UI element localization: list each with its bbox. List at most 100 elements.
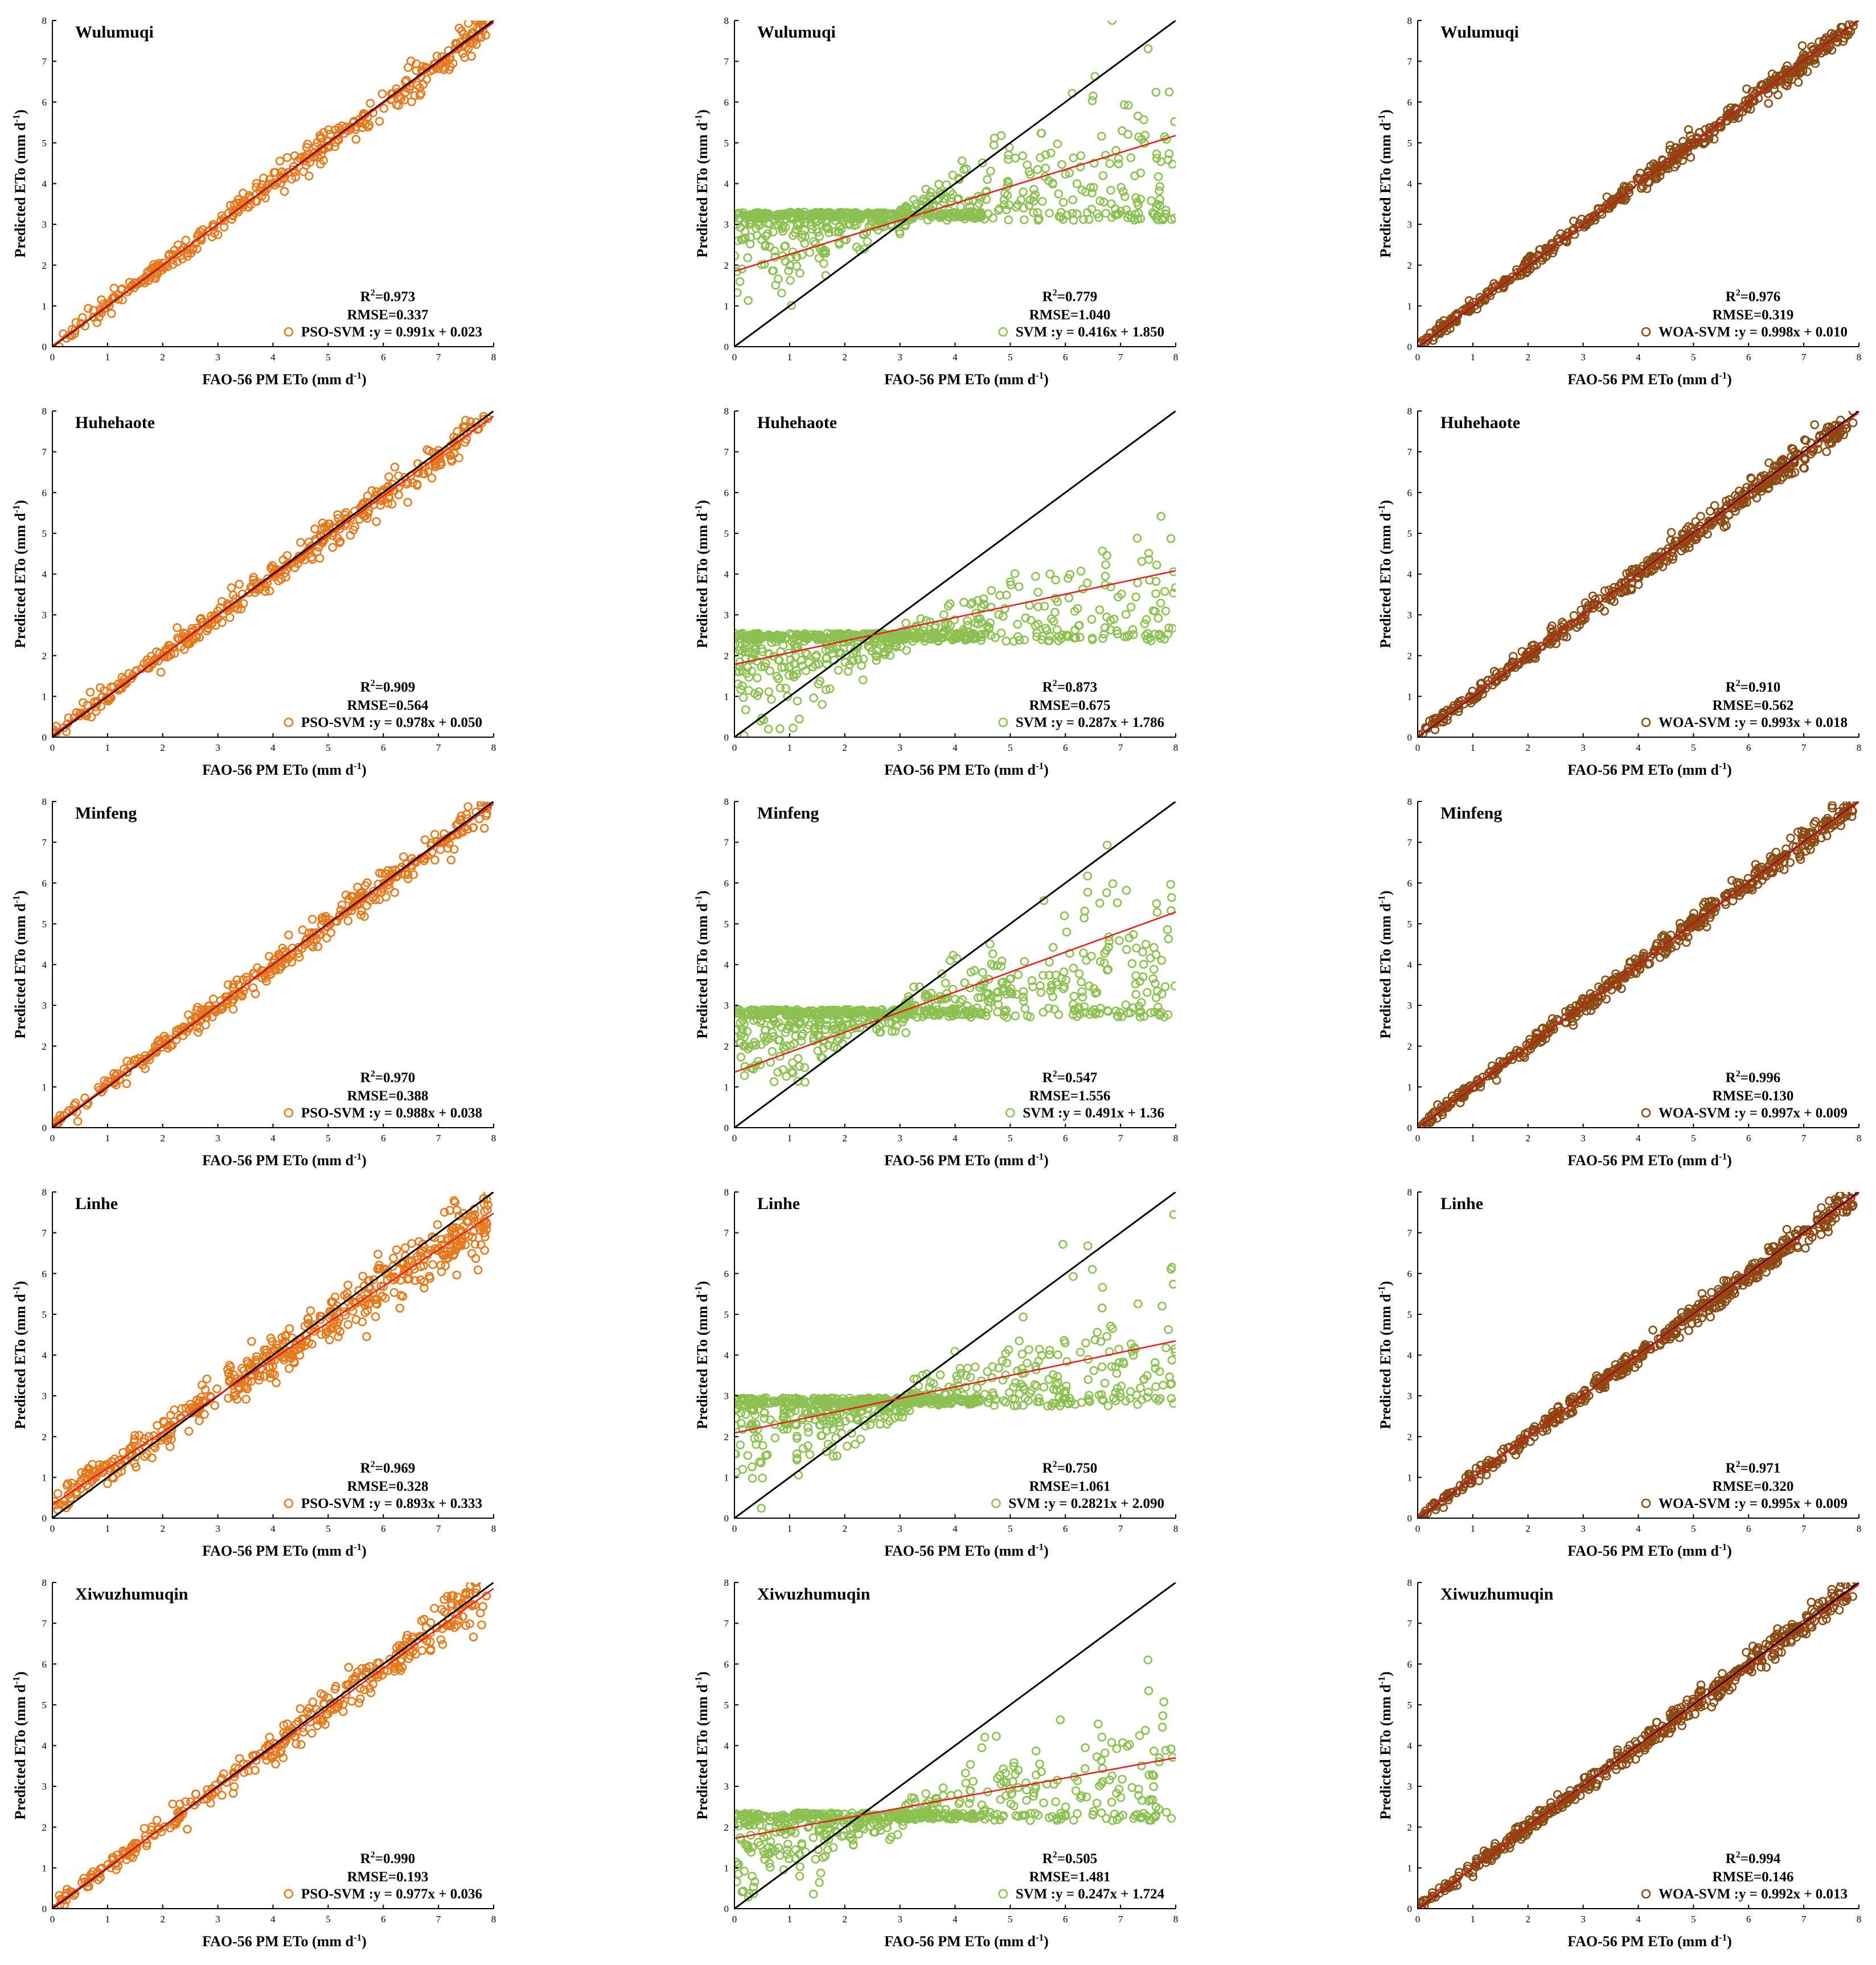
legend-entry: SVM :y = 0.416x + 1.850 bbox=[1016, 324, 1164, 340]
y-tick-label: 0 bbox=[42, 1123, 47, 1133]
data-point bbox=[1418, 340, 1425, 347]
data-point bbox=[1161, 606, 1171, 616]
data-point bbox=[1623, 967, 1632, 976]
legend-marker bbox=[1641, 327, 1651, 337]
data-point bbox=[839, 235, 849, 245]
x-tick-label: 8 bbox=[1173, 352, 1179, 363]
data-point bbox=[1170, 981, 1176, 990]
data-point bbox=[1105, 159, 1115, 168]
data-point bbox=[1503, 665, 1512, 675]
y-tick-label: 6 bbox=[724, 97, 729, 108]
y-tick-label: 4 bbox=[724, 569, 729, 580]
y-tick-label: 2 bbox=[42, 651, 47, 661]
data-point bbox=[1002, 205, 1011, 215]
data-point bbox=[307, 915, 317, 924]
data-point bbox=[409, 857, 419, 866]
data-point bbox=[856, 1007, 866, 1017]
y-tick-label: 2 bbox=[724, 1041, 729, 1052]
data-point bbox=[1584, 601, 1593, 610]
data-point bbox=[1046, 986, 1056, 996]
data-point bbox=[369, 886, 378, 896]
data-point bbox=[1106, 582, 1115, 591]
data-point bbox=[1147, 636, 1156, 646]
y-tick-label: 2 bbox=[42, 260, 47, 271]
scatter-points bbox=[734, 20, 1176, 310]
data-point bbox=[430, 60, 439, 69]
data-point bbox=[337, 121, 347, 130]
data-point bbox=[453, 830, 463, 840]
data-point bbox=[379, 104, 389, 113]
data-point bbox=[754, 687, 763, 696]
data-point bbox=[1000, 188, 1009, 198]
data-point bbox=[1152, 149, 1161, 159]
data-point bbox=[937, 969, 947, 979]
data-point bbox=[945, 208, 954, 218]
data-point bbox=[991, 633, 1000, 642]
x-tick-label: 0 bbox=[732, 352, 737, 363]
data-point bbox=[188, 243, 198, 253]
data-point bbox=[436, 461, 445, 470]
data-point bbox=[1546, 624, 1555, 634]
data-point bbox=[960, 978, 970, 988]
data-point bbox=[1126, 1008, 1135, 1017]
data-point bbox=[798, 661, 807, 671]
x-tick-label: 2 bbox=[161, 742, 166, 753]
data-point bbox=[1604, 593, 1613, 602]
data-point bbox=[939, 627, 948, 636]
station-name: Wulumuqi bbox=[75, 23, 154, 42]
y-tick-label: 1 bbox=[42, 691, 47, 702]
data-point bbox=[1464, 296, 1474, 305]
data-point bbox=[947, 198, 956, 207]
data-point bbox=[1504, 275, 1513, 285]
y-tick-label: 2 bbox=[42, 1041, 47, 1052]
data-point bbox=[444, 838, 454, 848]
r2-label: R2=0.910 bbox=[1726, 679, 1781, 695]
data-point bbox=[469, 823, 478, 832]
x-tick-label: 7 bbox=[1801, 742, 1807, 753]
data-point bbox=[978, 158, 987, 168]
data-point bbox=[1151, 589, 1160, 598]
data-point bbox=[1692, 134, 1702, 143]
data-point bbox=[1089, 91, 1098, 101]
data-point bbox=[1826, 28, 1836, 38]
x-tick-label: 1 bbox=[105, 742, 110, 753]
data-point bbox=[865, 643, 875, 652]
data-point bbox=[803, 649, 812, 659]
data-point bbox=[1529, 640, 1538, 649]
data-point bbox=[1166, 534, 1176, 543]
x-tick-label: 1 bbox=[787, 1133, 793, 1144]
data-point bbox=[1151, 607, 1160, 616]
x-tick-label: 4 bbox=[270, 742, 276, 753]
data-point bbox=[72, 708, 81, 717]
data-point bbox=[196, 234, 205, 244]
data-point bbox=[1654, 555, 1664, 564]
x-tick-label: 2 bbox=[161, 352, 166, 363]
data-point bbox=[1836, 821, 1845, 831]
data-point bbox=[800, 239, 809, 248]
data-point bbox=[1101, 623, 1110, 632]
data-point bbox=[393, 88, 402, 97]
data-point bbox=[795, 1062, 804, 1071]
data-point bbox=[1056, 212, 1065, 222]
data-point bbox=[403, 498, 413, 507]
data-point bbox=[310, 524, 319, 534]
data-point bbox=[363, 491, 372, 501]
y-tick-label: 2 bbox=[1407, 260, 1413, 271]
data-point bbox=[1046, 148, 1056, 158]
data-point bbox=[786, 212, 795, 221]
y-tick-label: 5 bbox=[1407, 138, 1413, 149]
data-point bbox=[348, 892, 358, 901]
data-point bbox=[375, 117, 384, 126]
data-point bbox=[1085, 981, 1094, 990]
data-point bbox=[906, 634, 916, 643]
data-point bbox=[1476, 1078, 1486, 1087]
data-point bbox=[1150, 965, 1159, 974]
x-tick-label: 4 bbox=[1636, 742, 1641, 753]
data-point bbox=[1439, 324, 1448, 333]
data-point bbox=[863, 1009, 872, 1018]
data-point bbox=[192, 244, 202, 253]
data-point bbox=[467, 52, 477, 61]
data-point bbox=[765, 666, 774, 676]
data-point bbox=[1752, 493, 1762, 503]
legend-marker bbox=[998, 717, 1008, 727]
